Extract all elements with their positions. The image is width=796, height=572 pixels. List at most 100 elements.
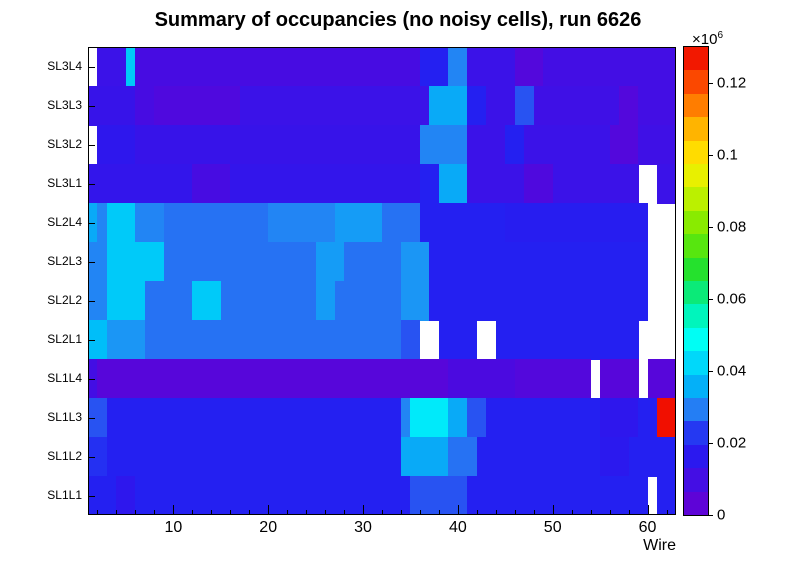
heatmap-cell-run <box>135 476 411 515</box>
x-axis-major-tick <box>457 505 459 515</box>
heatmap-cell-run <box>125 47 136 87</box>
colorbar-band <box>684 444 708 469</box>
x-axis-major-tick <box>552 505 554 515</box>
colorbar-band <box>684 47 708 71</box>
heatmap-plot <box>88 47 676 515</box>
x-axis-minor-tick <box>287 510 289 515</box>
heatmap-cell-run <box>619 86 639 126</box>
x-axis-minor-tick <box>192 510 194 515</box>
heatmap-cell-run <box>382 203 421 243</box>
heatmap-cell-run <box>467 398 487 438</box>
x-axis-major-tick <box>647 505 649 515</box>
colorbar-tick-label: 0.02 <box>717 434 747 452</box>
heatmap-cell-run <box>419 125 468 165</box>
x-axis-minor-tick <box>154 510 156 515</box>
heatmap-cell-run <box>638 125 676 165</box>
heatmap-cell-run <box>429 281 649 321</box>
heatmap-cell-run <box>467 47 516 87</box>
heatmap-cell-run <box>514 86 535 126</box>
heatmap-cell-run <box>88 86 136 126</box>
heatmap-cell-run <box>410 398 449 438</box>
x-axis-tick-label: 50 <box>543 519 562 536</box>
colorbar-tick-label: 0.12 <box>717 74 747 92</box>
heatmap-cell-run <box>657 398 676 438</box>
heatmap-cell-run <box>505 203 649 243</box>
colorbar-tick-label: 0.08 <box>717 218 747 236</box>
x-axis-minor-tick <box>666 510 668 515</box>
heatmap-cell-run <box>220 281 317 321</box>
colorbar-band <box>684 397 708 422</box>
heatmap-cell-run <box>315 242 345 282</box>
colorbar-band <box>684 491 708 515</box>
heatmap-cell-run <box>144 281 193 321</box>
colorbar-band <box>684 374 708 398</box>
heatmap-cell-run <box>514 47 544 87</box>
heatmap-cell-run <box>163 203 269 243</box>
heatmap-cell-run <box>135 203 165 243</box>
colorbar-tick <box>709 227 713 228</box>
y-axis-label: SL2L1 <box>47 332 82 346</box>
heatmap-cell-run <box>628 437 676 477</box>
heatmap-cell-run <box>467 164 525 204</box>
heatmap-cell-run <box>486 398 601 438</box>
heatmap-cell-run <box>448 437 478 477</box>
y-axis-tick <box>89 378 95 380</box>
x-axis-minor-tick <box>438 510 440 515</box>
heatmap-cell-run <box>419 164 440 204</box>
heatmap-cell-run <box>495 320 639 360</box>
y-axis-tick <box>89 417 95 419</box>
y-axis-tick <box>89 222 95 224</box>
heatmap-cell-run <box>448 359 516 399</box>
y-axis-tick <box>89 105 95 107</box>
y-axis-tick <box>89 495 95 497</box>
heatmap-cell-run <box>88 281 108 321</box>
heatmap-cell-run <box>419 203 506 243</box>
colorbar-band <box>684 163 708 188</box>
colorbar-band <box>684 327 708 352</box>
heatmap-cell-run <box>135 86 155 126</box>
heatmap-cell-run <box>97 125 136 165</box>
x-axis-minor-tick <box>571 510 573 515</box>
heatmap-cell-run <box>486 86 516 126</box>
x-axis-tick-label: 40 <box>448 519 467 536</box>
heatmap-cell-run <box>106 203 136 243</box>
y-axis-tick <box>89 261 95 263</box>
y-axis-tick <box>89 300 95 302</box>
heatmap-cell-run <box>144 320 402 360</box>
heatmap-cell-run <box>97 359 449 399</box>
heatmap-cell-run <box>88 398 108 438</box>
colorbar-tick <box>709 515 713 516</box>
heatmap-cell-run <box>106 398 402 438</box>
heatmap-cell-run <box>88 164 193 204</box>
y-axis-label: SL1L2 <box>47 449 82 463</box>
heatmap-cell-run <box>419 47 449 87</box>
heatmap-cell-run <box>657 476 676 515</box>
y-axis-tick <box>89 183 95 185</box>
heatmap-cell-run <box>135 125 421 165</box>
heatmap-cell-run <box>400 242 430 282</box>
x-axis-minor-tick <box>419 510 421 515</box>
heatmap-cell-run <box>638 86 676 126</box>
colorbar-band <box>684 116 708 141</box>
colorbar-tick-label: 0 <box>717 506 726 524</box>
y-axis-label: SL3L4 <box>47 59 82 73</box>
colorbar-tick-label: 0.04 <box>717 362 747 380</box>
colorbar-band <box>684 350 708 375</box>
x-axis-tick-label: 20 <box>259 519 278 536</box>
heatmap-cell-run <box>524 125 611 165</box>
x-axis-minor-tick <box>230 510 232 515</box>
colorbar-band <box>684 140 708 164</box>
y-axis-label: SL2L4 <box>47 215 82 229</box>
heatmap-cell-run <box>609 125 639 165</box>
x-axis-minor-tick <box>249 510 251 515</box>
colorbar-band <box>684 420 708 445</box>
heatmap-cell-run <box>334 203 383 243</box>
heatmap-cell-run <box>476 437 601 477</box>
x-axis-minor-tick <box>628 510 630 515</box>
heatmap-cell-run <box>400 320 421 360</box>
colorbar-tick <box>709 299 713 300</box>
y-axis-label: SL2L3 <box>47 254 82 268</box>
heatmap-cell-run <box>334 281 402 321</box>
heatmap-cell-run <box>192 281 222 321</box>
heatmap-cell-run <box>97 47 127 87</box>
